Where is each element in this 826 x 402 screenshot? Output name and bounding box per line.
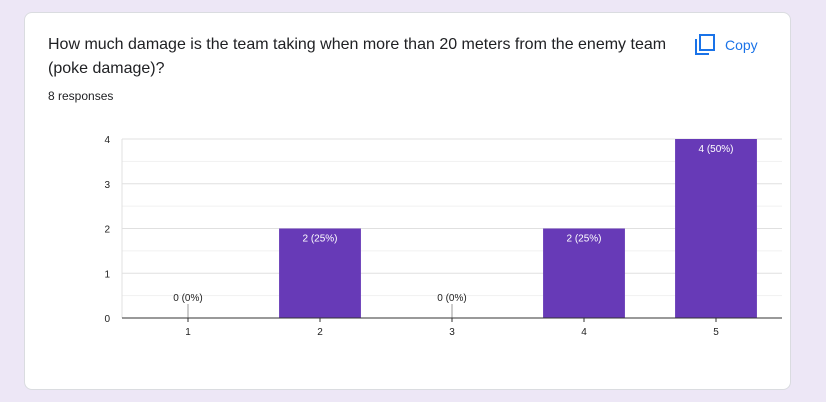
data-label: 0 (0%) bbox=[173, 293, 202, 304]
bar bbox=[675, 139, 757, 318]
bar-chart: 0 1 2 3 4 0 (0%) 1 2 (25%) 2 0 (0%) 3 2 (25%) 4 4 (50… bbox=[104, 135, 782, 338]
copy-button[interactable]: Copy bbox=[693, 29, 758, 61]
x-tick-label: 3 bbox=[449, 327, 455, 338]
y-tick-label: 4 bbox=[104, 135, 110, 146]
response-count: 8 responses bbox=[48, 89, 114, 103]
x-tick-label: 5 bbox=[713, 327, 719, 338]
y-tick-label: 1 bbox=[104, 269, 110, 280]
x-tick-label: 1 bbox=[185, 327, 191, 338]
y-tick-label: 2 bbox=[104, 225, 110, 236]
copy-icon bbox=[693, 33, 717, 57]
data-label: 2 (25%) bbox=[302, 234, 337, 245]
bar bbox=[279, 228, 361, 318]
question-title: How much damage is the team taking when … bbox=[48, 36, 667, 77]
data-label: 0 (0%) bbox=[437, 293, 466, 304]
data-label: 2 (25%) bbox=[566, 234, 601, 245]
y-tick-label: 0 bbox=[104, 314, 110, 325]
y-tick-label: 3 bbox=[104, 180, 110, 191]
x-tick-label: 2 bbox=[317, 327, 323, 338]
x-tick-label: 4 bbox=[581, 327, 587, 338]
data-label: 4 (50%) bbox=[698, 144, 733, 155]
copy-label: Copy bbox=[725, 37, 758, 53]
question-card: How much damage is the team taking when … bbox=[24, 12, 791, 390]
bar bbox=[543, 228, 625, 318]
